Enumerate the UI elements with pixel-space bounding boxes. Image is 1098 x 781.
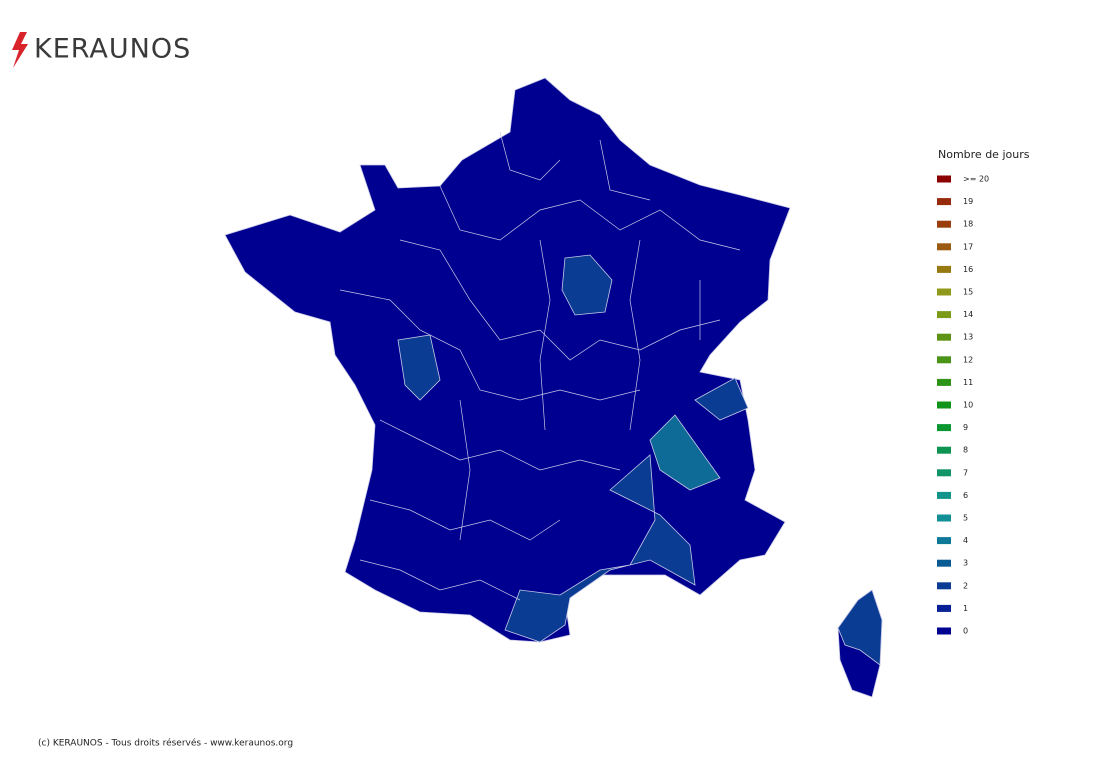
region-2 xyxy=(837,589,883,666)
legend-swatch xyxy=(937,198,951,206)
legend-label: 19 xyxy=(963,197,973,206)
legend-swatch xyxy=(937,265,951,273)
legend-label: 1 xyxy=(963,604,968,613)
legend-swatch xyxy=(937,175,951,183)
legend-label: 12 xyxy=(963,355,973,364)
legend-label: 4 xyxy=(963,536,968,545)
footer-copyright: (c) KERAUNOS - Tous droits réservés - ww… xyxy=(38,738,293,749)
legend-title: Nombre de jours xyxy=(938,148,1030,161)
legend-label: 13 xyxy=(963,333,973,342)
region-2 xyxy=(561,254,613,316)
region-2 xyxy=(397,334,441,401)
legend-label: 10 xyxy=(963,401,973,410)
legend-swatch xyxy=(937,243,951,251)
mainland xyxy=(224,77,791,643)
legend-label: 2 xyxy=(963,581,968,590)
legend-swatch xyxy=(937,582,951,590)
logo: KERAUNOS xyxy=(12,32,191,68)
legend-label: 6 xyxy=(963,491,968,500)
legend-label: 9 xyxy=(963,423,968,432)
borders xyxy=(339,131,741,601)
legend-label: 7 xyxy=(963,468,968,477)
legend-swatch xyxy=(937,311,951,319)
legend-label: 16 xyxy=(963,265,973,274)
region-2 xyxy=(694,377,749,421)
legend-swatch xyxy=(937,356,951,364)
legend: Nombre de jours >= 201918171615141312111… xyxy=(937,148,1030,636)
legend-label: 3 xyxy=(963,559,968,568)
legend-swatch xyxy=(937,604,951,612)
logo-bolt xyxy=(12,32,28,68)
region-2 xyxy=(504,454,696,643)
france-map xyxy=(224,77,883,698)
legend-swatch xyxy=(937,424,951,432)
legend-label: 14 xyxy=(963,310,973,319)
legend-swatch xyxy=(937,288,951,296)
legend-label: 17 xyxy=(963,242,973,251)
legend-label: 5 xyxy=(963,514,968,523)
region-3 xyxy=(649,414,721,491)
legend-swatch xyxy=(937,378,951,386)
legend-label: >= 20 xyxy=(963,175,989,184)
legend-swatch xyxy=(937,627,951,635)
legend-swatch xyxy=(937,333,951,341)
legend-label: 18 xyxy=(963,220,973,229)
legend-label: 11 xyxy=(963,378,973,387)
legend-swatch xyxy=(937,559,951,567)
legend-swatch xyxy=(937,469,951,477)
legend-swatch xyxy=(937,446,951,454)
legend-swatch xyxy=(937,220,951,228)
legend-label: 15 xyxy=(963,288,973,297)
logo-text: KERAUNOS xyxy=(34,34,191,65)
legend-swatch xyxy=(937,491,951,499)
legend-label: 0 xyxy=(963,627,968,636)
legend-swatch xyxy=(937,514,951,522)
legend-swatch xyxy=(937,537,951,545)
legend-swatch xyxy=(937,401,951,409)
legend-label: 8 xyxy=(963,446,968,455)
